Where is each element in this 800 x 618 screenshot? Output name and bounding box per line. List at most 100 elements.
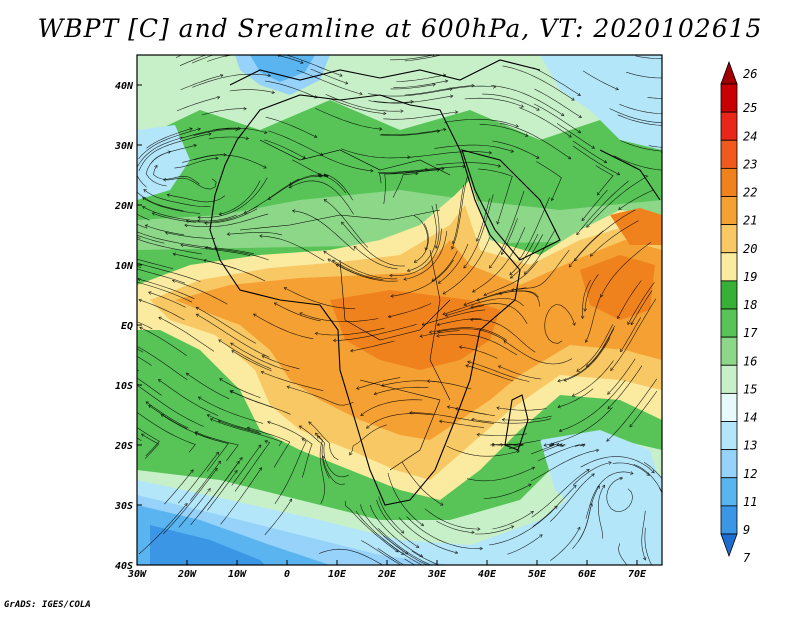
streamline-arrow [431,278,435,282]
streamline-arrow [331,259,336,264]
streamline [533,103,581,134]
streamline-arrow [359,91,363,96]
streamline-arrow [184,502,188,507]
streamline-arrow [243,106,247,111]
colorbar-segment [720,139,738,169]
streamline-arrow [216,95,221,100]
streamline-arrow [479,546,483,551]
streamline [524,228,556,275]
streamline [590,220,639,257]
streamline-arrow [439,502,444,506]
streamline-arrow [615,87,619,91]
streamline-arrow [603,159,608,163]
streamline-arrow [259,234,263,238]
streamline [572,145,620,175]
streamline [194,154,267,169]
streamline-arrow [576,368,580,372]
streamline [368,95,453,104]
streamline-arrow [68,324,71,327]
streamline [404,55,444,62]
streamline [557,388,594,408]
colorbar-segment [720,477,738,507]
streamline-arrow [576,231,580,236]
streamline-arrow [390,294,394,298]
streamline-arrow [436,334,440,338]
streamline [142,197,200,214]
colorbar: 26 25 24 23 22 21 20 19 18 17 16 15 14 13 12 11 9 7 [720,60,758,565]
streamline [234,440,271,492]
streamline [563,337,611,381]
streamline [378,496,405,534]
streamline-arrow [584,339,589,343]
streamline-arrow [403,277,407,281]
streamline [600,242,652,298]
streamline-arrow [446,582,449,585]
streamline-arrow [530,510,534,515]
streamline-arrow [444,313,449,317]
streamline [478,168,513,225]
streamline-arrow [535,155,540,159]
streamline [190,461,240,525]
streamline-arrow [189,127,193,131]
streamline [320,154,374,172]
streamline [407,205,437,272]
streamline [629,390,658,428]
streamline-arrow [129,228,132,231]
streamline-arrow [104,352,107,355]
streamline [193,129,238,136]
streamline-arrow [260,370,265,375]
colorbar-bottom-arrow [720,533,738,558]
streamline [607,358,636,395]
streamline [576,180,629,235]
streamline [335,264,398,282]
colorbar-segment [720,196,738,226]
streamline-arrow [353,246,358,250]
streamline-arrow [193,143,197,148]
streamline-arrow [688,529,691,532]
streamline [559,379,626,432]
streamline [374,386,429,395]
streamline [442,298,524,315]
streamline-arrow [415,544,420,548]
streamline [137,355,152,366]
field-south-blue-deep [150,525,265,565]
streamline [435,203,440,249]
streamline-arrow [360,412,364,417]
streamline [328,97,387,114]
map-title: WBPT [C] and Sreamline at 600hPa, VT: 20… [37,14,763,43]
streamline-arrow [492,84,497,89]
streamline [195,431,239,462]
colorbar-segment [720,83,738,113]
streamline-arrow [424,247,428,251]
streamline [148,405,188,429]
streamline [137,137,183,188]
streamline [401,462,444,506]
streamline [344,500,399,553]
streamline-arrow [435,245,439,249]
latitude-axis: 40N 30N 20N 10N EQ 10S 20S 30S 40S [114,81,142,572]
streamline-arrow [689,123,692,126]
streamline [439,420,485,428]
streamline-arrow [586,224,590,228]
streamline [150,144,197,164]
streamline-arrow [463,302,467,306]
streamline [576,324,613,372]
streamline [586,174,649,228]
streamline-arrow [321,455,326,459]
streamline [218,339,272,370]
streamline [383,111,458,120]
streamline [404,85,475,96]
streamline-arrow [606,438,610,442]
streamline-arrow [143,189,147,193]
streamline [519,107,572,138]
streamline [572,462,612,486]
streamline-arrow [316,435,321,439]
streamline-arrow [458,345,463,350]
streamline-arrow [470,305,474,309]
streamline-arrow [130,256,133,259]
streamline [661,61,662,63]
streamline [292,210,355,251]
streamline [137,384,204,427]
streamline [413,215,429,251]
streamline-arrow [131,185,134,188]
